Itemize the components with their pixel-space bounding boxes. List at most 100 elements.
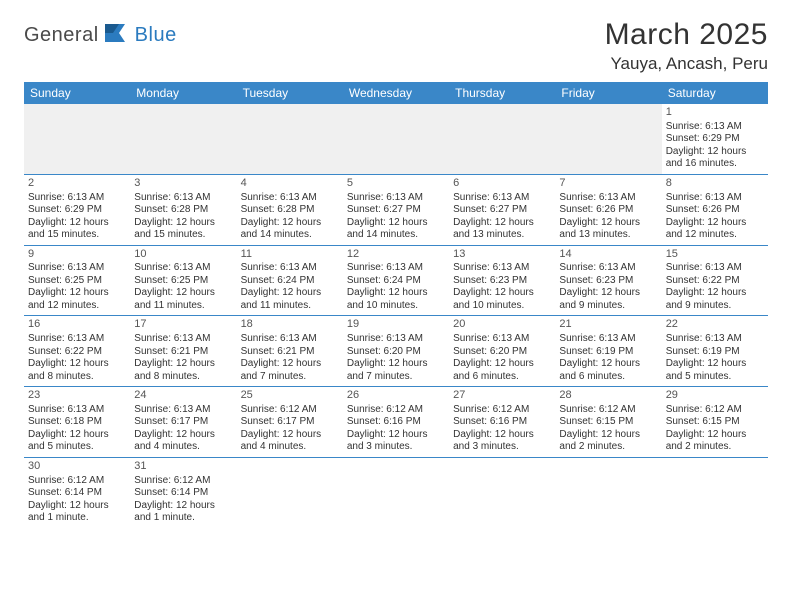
daylight-line-1: Daylight: 12 hours bbox=[241, 358, 339, 371]
day-number: 17 bbox=[134, 318, 232, 332]
sunrise-line: Sunrise: 6:13 AM bbox=[666, 262, 764, 275]
day-header: Wednesday bbox=[343, 82, 449, 104]
sunset-line: Sunset: 6:21 PM bbox=[241, 346, 339, 359]
daylight-line-2: and 8 minutes. bbox=[134, 371, 232, 384]
daylight-line-2: and 5 minutes. bbox=[28, 441, 126, 454]
calendar-cell: 24Sunrise: 6:13 AMSunset: 6:17 PMDayligh… bbox=[130, 387, 236, 458]
calendar-cell: 31Sunrise: 6:12 AMSunset: 6:14 PMDayligh… bbox=[130, 457, 236, 527]
sunset-line: Sunset: 6:23 PM bbox=[559, 275, 657, 288]
title-block: March 2025 Yauya, Ancash, Peru bbox=[605, 18, 768, 74]
day-number: 28 bbox=[559, 389, 657, 403]
daylight-line-1: Daylight: 12 hours bbox=[28, 217, 126, 230]
calendar-cell: 26Sunrise: 6:12 AMSunset: 6:16 PMDayligh… bbox=[343, 387, 449, 458]
sunrise-line: Sunrise: 6:13 AM bbox=[134, 333, 232, 346]
calendar-cell: 3Sunrise: 6:13 AMSunset: 6:28 PMDaylight… bbox=[130, 174, 236, 245]
sunset-line: Sunset: 6:16 PM bbox=[453, 416, 551, 429]
month-title: March 2025 bbox=[605, 18, 768, 52]
sunset-line: Sunset: 6:14 PM bbox=[28, 487, 126, 500]
calendar-cell bbox=[343, 457, 449, 527]
sunset-line: Sunset: 6:29 PM bbox=[28, 204, 126, 217]
daylight-line-1: Daylight: 12 hours bbox=[134, 217, 232, 230]
daylight-line-1: Daylight: 12 hours bbox=[559, 358, 657, 371]
sunset-line: Sunset: 6:27 PM bbox=[347, 204, 445, 217]
daylight-line-2: and 13 minutes. bbox=[559, 229, 657, 242]
sunrise-line: Sunrise: 6:13 AM bbox=[28, 262, 126, 275]
calendar-cell: 4Sunrise: 6:13 AMSunset: 6:28 PMDaylight… bbox=[237, 174, 343, 245]
sunset-line: Sunset: 6:27 PM bbox=[453, 204, 551, 217]
daylight-line-1: Daylight: 12 hours bbox=[134, 287, 232, 300]
sunrise-line: Sunrise: 6:13 AM bbox=[28, 333, 126, 346]
sunrise-line: Sunrise: 6:12 AM bbox=[134, 475, 232, 488]
sunset-line: Sunset: 6:26 PM bbox=[559, 204, 657, 217]
calendar-cell bbox=[343, 104, 449, 174]
sunrise-line: Sunrise: 6:13 AM bbox=[559, 333, 657, 346]
day-number: 15 bbox=[666, 248, 764, 262]
calendar-cell: 10Sunrise: 6:13 AMSunset: 6:25 PMDayligh… bbox=[130, 245, 236, 316]
day-number: 9 bbox=[28, 248, 126, 262]
sunrise-line: Sunrise: 6:12 AM bbox=[666, 404, 764, 417]
sunset-line: Sunset: 6:29 PM bbox=[666, 133, 764, 146]
calendar-cell bbox=[237, 104, 343, 174]
daylight-line-2: and 3 minutes. bbox=[453, 441, 551, 454]
day-number: 20 bbox=[453, 318, 551, 332]
daylight-line-2: and 10 minutes. bbox=[347, 300, 445, 313]
daylight-line-2: and 13 minutes. bbox=[453, 229, 551, 242]
day-number: 1 bbox=[666, 106, 764, 120]
sunrise-line: Sunrise: 6:13 AM bbox=[559, 262, 657, 275]
daylight-line-2: and 11 minutes. bbox=[134, 300, 232, 313]
calendar-cell: 18Sunrise: 6:13 AMSunset: 6:21 PMDayligh… bbox=[237, 316, 343, 387]
calendar-row: 16Sunrise: 6:13 AMSunset: 6:22 PMDayligh… bbox=[24, 316, 768, 387]
calendar-cell bbox=[24, 104, 130, 174]
daylight-line-1: Daylight: 12 hours bbox=[28, 287, 126, 300]
daylight-line-2: and 5 minutes. bbox=[666, 371, 764, 384]
sunset-line: Sunset: 6:25 PM bbox=[28, 275, 126, 288]
daylight-line-2: and 12 minutes. bbox=[666, 229, 764, 242]
day-number: 13 bbox=[453, 248, 551, 262]
day-number: 31 bbox=[134, 460, 232, 474]
calendar-cell: 13Sunrise: 6:13 AMSunset: 6:23 PMDayligh… bbox=[449, 245, 555, 316]
calendar-cell: 20Sunrise: 6:13 AMSunset: 6:20 PMDayligh… bbox=[449, 316, 555, 387]
calendar-cell bbox=[449, 104, 555, 174]
sunrise-line: Sunrise: 6:13 AM bbox=[666, 121, 764, 134]
daylight-line-2: and 2 minutes. bbox=[666, 441, 764, 454]
calendar-cell: 11Sunrise: 6:13 AMSunset: 6:24 PMDayligh… bbox=[237, 245, 343, 316]
day-number: 25 bbox=[241, 389, 339, 403]
sunset-line: Sunset: 6:14 PM bbox=[134, 487, 232, 500]
daylight-line-2: and 3 minutes. bbox=[347, 441, 445, 454]
day-number: 16 bbox=[28, 318, 126, 332]
daylight-line-2: and 7 minutes. bbox=[241, 371, 339, 384]
daylight-line-2: and 1 minute. bbox=[28, 512, 126, 525]
sunrise-line: Sunrise: 6:13 AM bbox=[666, 192, 764, 205]
daylight-line-1: Daylight: 12 hours bbox=[453, 287, 551, 300]
day-number: 8 bbox=[666, 177, 764, 191]
sunrise-line: Sunrise: 6:13 AM bbox=[134, 192, 232, 205]
calendar-cell: 9Sunrise: 6:13 AMSunset: 6:25 PMDaylight… bbox=[24, 245, 130, 316]
flag-icon bbox=[105, 24, 131, 47]
daylight-line-1: Daylight: 12 hours bbox=[28, 429, 126, 442]
day-number: 3 bbox=[134, 177, 232, 191]
calendar-cell: 22Sunrise: 6:13 AMSunset: 6:19 PMDayligh… bbox=[662, 316, 768, 387]
daylight-line-1: Daylight: 12 hours bbox=[453, 358, 551, 371]
daylight-line-2: and 9 minutes. bbox=[559, 300, 657, 313]
calendar-cell: 17Sunrise: 6:13 AMSunset: 6:21 PMDayligh… bbox=[130, 316, 236, 387]
day-number: 14 bbox=[559, 248, 657, 262]
sunrise-line: Sunrise: 6:13 AM bbox=[559, 192, 657, 205]
calendar-cell: 29Sunrise: 6:12 AMSunset: 6:15 PMDayligh… bbox=[662, 387, 768, 458]
sunrise-line: Sunrise: 6:13 AM bbox=[347, 192, 445, 205]
calendar-row: 2Sunrise: 6:13 AMSunset: 6:29 PMDaylight… bbox=[24, 174, 768, 245]
brand-logo: General Blue bbox=[24, 24, 177, 47]
logo-text-general: General bbox=[24, 24, 99, 47]
sunrise-line: Sunrise: 6:13 AM bbox=[666, 333, 764, 346]
daylight-line-1: Daylight: 12 hours bbox=[666, 146, 764, 159]
calendar-head: SundayMondayTuesdayWednesdayThursdayFrid… bbox=[24, 82, 768, 104]
calendar-table: SundayMondayTuesdayWednesdayThursdayFrid… bbox=[24, 82, 768, 528]
sunset-line: Sunset: 6:17 PM bbox=[241, 416, 339, 429]
sunrise-line: Sunrise: 6:13 AM bbox=[453, 192, 551, 205]
daylight-line-2: and 15 minutes. bbox=[28, 229, 126, 242]
calendar-cell: 8Sunrise: 6:13 AMSunset: 6:26 PMDaylight… bbox=[662, 174, 768, 245]
day-number: 2 bbox=[28, 177, 126, 191]
sunset-line: Sunset: 6:20 PM bbox=[347, 346, 445, 359]
sunset-line: Sunset: 6:22 PM bbox=[28, 346, 126, 359]
daylight-line-2: and 6 minutes. bbox=[559, 371, 657, 384]
sunset-line: Sunset: 6:16 PM bbox=[347, 416, 445, 429]
